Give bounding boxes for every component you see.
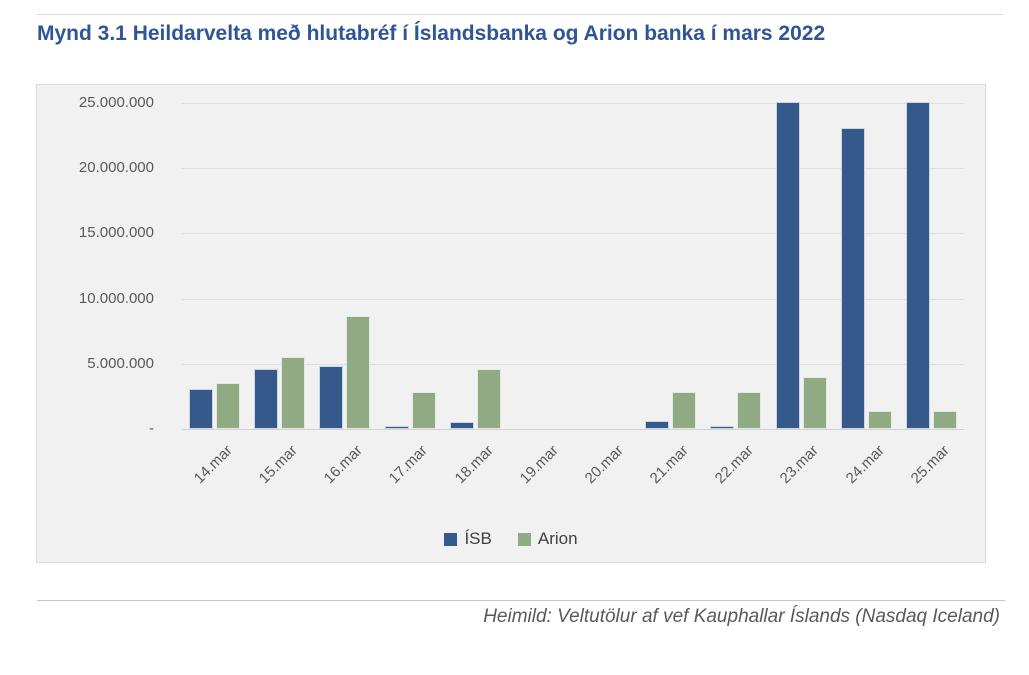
x-axis-tick-label: 20.mar [581,442,627,488]
gridline [182,299,964,300]
x-axis-tick-label: 24.mar [842,442,888,488]
bar-chart: ÍSB Arion - 5.000.000 10.000.000 15.000.000 2… [36,84,986,563]
bar-ísb-22.mar [710,426,734,429]
bar-arion-17.mar [412,392,436,429]
legend-label: Arion [537,529,578,548]
gridline [182,364,964,365]
bar-ísb-15.mar [254,369,278,429]
x-axis-tick-label: 25.mar [907,442,953,488]
y-axis-tick-label: 5.000.000 [87,355,154,372]
x-axis-tick-label: 23.mar [777,442,823,488]
y-axis-tick-label: 10.000.000 [78,290,154,307]
legend-item-arion: Arion [517,529,578,549]
bar-ísb-21.mar [645,421,669,429]
bar-ísb-16.mar [319,366,343,429]
chart-title: Mynd 3.1 Heildarvelta með hlutabréf í Ís… [37,22,826,45]
x-axis-tick-label: 15.mar [255,442,301,488]
gridline [182,168,964,169]
x-axis-tick-label: 16.mar [320,442,366,488]
x-axis-tick-label: 17.mar [386,442,432,488]
x-axis-tick-label: 18.mar [451,442,497,488]
bar-ísb-17.mar [385,426,409,429]
bar-arion-21.mar [672,392,696,429]
legend-item-ísb: ÍSB [444,529,492,549]
y-axis-tick-label: - [149,420,154,437]
bar-arion-14.mar [216,383,240,429]
bar-arion-15.mar [281,357,305,429]
bar-ísb-18.mar [450,422,474,429]
x-axis-tick-label: 21.mar [646,442,692,488]
bar-ísb-25.mar [906,102,930,429]
x-axis-tick-label: 19.mar [516,442,562,488]
gridline [182,429,964,430]
legend-swatch-icon [444,532,458,546]
bar-ísb-24.mar [841,128,865,429]
bar-ísb-14.mar [189,389,213,429]
bar-ísb-23.mar [776,102,800,429]
source-note: Heimild: Veltutölur af vef Kauphallar Ís… [483,606,1000,627]
gridline [182,233,964,234]
x-axis-tick-label: 14.mar [190,442,236,488]
legend-label: ÍSB [464,529,492,548]
legend-swatch-icon [517,532,531,546]
bar-arion-18.mar [477,369,501,429]
y-axis-tick-label: 25.000.000 [78,94,154,111]
y-axis-tick-label: 20.000.000 [78,159,154,176]
bar-arion-23.mar [803,377,827,429]
top-divider [37,14,1003,15]
bar-arion-24.mar [868,411,892,429]
gridline [182,103,964,104]
x-axis-tick-label: 22.mar [711,442,757,488]
bar-arion-25.mar [933,411,957,429]
y-axis-tick-label: 15.000.000 [78,224,154,241]
chart-legend: ÍSB Arion [37,529,985,549]
bar-arion-16.mar [346,316,370,429]
footer-divider [37,600,1005,601]
bar-arion-22.mar [737,392,761,429]
